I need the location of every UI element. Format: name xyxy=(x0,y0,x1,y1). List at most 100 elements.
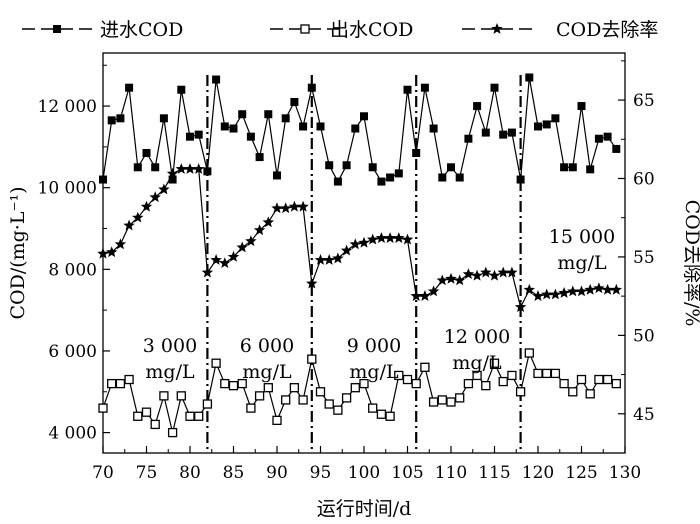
x-tick-label: 105 xyxy=(391,463,423,483)
data-point xyxy=(447,163,455,172)
phase-label-value: 6 000 xyxy=(240,335,294,357)
legend-entry-2: 出水COD xyxy=(270,19,413,41)
data-point xyxy=(360,112,368,121)
data-point xyxy=(97,247,109,259)
data-point xyxy=(340,244,353,256)
y-tick-label: 4 000 xyxy=(48,424,97,444)
data-point xyxy=(568,163,577,172)
data-point xyxy=(140,200,153,212)
data-point xyxy=(481,128,490,137)
data-point xyxy=(358,236,370,248)
data-point xyxy=(428,397,439,407)
y-tick-label: 12 000 xyxy=(38,97,97,117)
data-point xyxy=(289,383,300,393)
data-point xyxy=(116,114,125,123)
legend-entry-3: COD去除率 xyxy=(462,19,658,41)
data-point xyxy=(419,290,431,301)
data-point xyxy=(611,378,621,389)
data-point xyxy=(263,383,273,393)
data-point xyxy=(464,134,473,143)
y2-tick-label: 65 xyxy=(633,91,655,111)
data-point xyxy=(516,175,525,184)
data-point xyxy=(220,378,230,389)
data-point xyxy=(166,167,179,179)
data-point xyxy=(142,149,151,157)
data-point xyxy=(177,85,186,94)
data-point xyxy=(212,75,221,84)
data-point xyxy=(325,161,334,170)
data-point xyxy=(402,374,413,385)
data-point xyxy=(246,403,256,413)
data-point xyxy=(238,110,247,119)
data-point xyxy=(229,124,238,133)
data-point xyxy=(236,241,248,253)
data-point xyxy=(315,387,326,397)
data-point xyxy=(455,393,465,403)
data-point xyxy=(550,368,561,379)
data-point xyxy=(558,287,570,298)
data-point xyxy=(342,161,351,170)
series-1 xyxy=(99,73,621,186)
x-tick-label: 80 xyxy=(179,463,201,483)
data-point xyxy=(115,378,126,389)
phase-label-value: 12 000 xyxy=(444,326,510,348)
data-point xyxy=(107,116,116,125)
x-tick-label: 115 xyxy=(478,463,510,483)
series-2 xyxy=(98,348,621,438)
data-point xyxy=(525,73,534,82)
x-tick-label: 70 xyxy=(92,463,114,483)
data-point xyxy=(612,144,621,153)
data-point xyxy=(149,191,161,203)
data-point xyxy=(471,269,483,281)
data-point xyxy=(194,130,203,139)
data-point xyxy=(412,149,421,157)
data-point xyxy=(436,274,449,286)
series-3 xyxy=(97,163,623,312)
data-point xyxy=(299,122,308,131)
data-point xyxy=(202,399,213,409)
phase-label-value: 15 000 xyxy=(549,226,615,248)
data-point xyxy=(584,283,596,295)
data-point xyxy=(385,411,395,421)
data-point xyxy=(542,120,551,129)
data-point xyxy=(159,391,169,401)
data-point xyxy=(481,381,491,391)
data-point xyxy=(186,132,194,141)
series-line xyxy=(102,168,617,309)
data-point xyxy=(168,175,177,184)
phase-label-value: 3 000 xyxy=(143,335,197,357)
data-point xyxy=(184,163,196,174)
data-point xyxy=(480,266,492,278)
data-point xyxy=(568,387,578,397)
data-point xyxy=(472,370,482,381)
data-point xyxy=(602,374,613,385)
data-point xyxy=(349,238,362,250)
data-point xyxy=(507,370,517,381)
data-point xyxy=(429,124,438,133)
data-point xyxy=(219,257,231,269)
data-point xyxy=(351,124,360,133)
data-point xyxy=(601,283,614,295)
data-point xyxy=(176,391,186,401)
x-tick-label: 125 xyxy=(565,463,597,483)
data-point xyxy=(158,183,170,195)
phase-label-unit: mg/L xyxy=(242,361,292,383)
x-tick-label: 90 xyxy=(266,463,288,483)
data-point xyxy=(307,83,316,92)
data-point xyxy=(359,378,369,389)
data-point xyxy=(125,83,134,92)
legend-label: 出水COD xyxy=(330,19,413,41)
data-point xyxy=(603,132,612,141)
data-point xyxy=(437,395,447,405)
x-tick-label: 110 xyxy=(435,463,467,483)
data-point xyxy=(314,254,327,265)
data-point xyxy=(324,399,334,409)
data-point xyxy=(264,110,273,119)
data-point xyxy=(175,163,188,174)
data-point xyxy=(333,405,343,415)
data-point xyxy=(271,202,283,214)
data-point xyxy=(307,354,317,364)
data-point xyxy=(427,285,440,297)
data-point xyxy=(273,171,281,180)
